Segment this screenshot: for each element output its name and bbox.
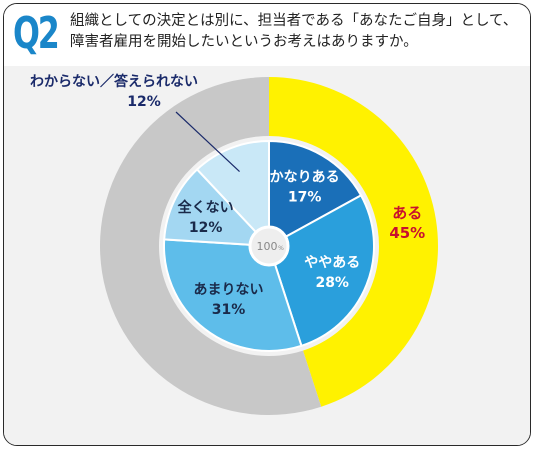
value-wakaranai: 12% — [127, 94, 161, 110]
label-mattaku-nai: 全くない — [177, 199, 234, 216]
label-wakaranai: わからない／答えられない — [30, 73, 198, 90]
chart-area: 100% かなりある 17% ややある 28% あまりない 31% 全くない 12% ある 45% わ… — [4, 66, 530, 445]
outer-slice-aru — [269, 77, 438, 407]
label-yaya-aru: ややある — [304, 255, 360, 271]
question-header: Q2 組織としての決定とは別に、担当者である「あなたご自身」として、 障害者雇用… — [4, 4, 530, 66]
outer-slice-other — [99, 77, 322, 415]
center-hub — [248, 225, 290, 267]
value-yaya-aru: 28% — [315, 275, 349, 291]
value-aru: 45% — [389, 224, 425, 242]
callout-leader-line — [175, 111, 240, 173]
question-number: Q2 — [13, 8, 60, 59]
question-line-2: 障害者雇用を開始したいというお考えはありますか。 — [70, 34, 418, 50]
value-amari-nai: 31% — [212, 302, 246, 318]
value-mattaku-nai: 12% — [189, 220, 223, 236]
center-total-label: 100 — [257, 240, 278, 253]
label-kanari-aru: かなりある — [270, 170, 340, 186]
label-aru: ある — [392, 204, 422, 222]
label-amari-nai: あまりない — [194, 282, 264, 298]
question-line-1: 組織としての決定とは別に、担当者である「あなたご自身」として、 — [70, 13, 518, 29]
donut-chart: 100 % かなりある 17% ややある 28% あまりない 31% 全くない 12% ある 45% わ… — [30, 73, 438, 415]
question-text: 組織としての決定とは別に、担当者である「あなたご自身」として、 障害者雇用を開始… — [70, 11, 522, 53]
center-total-unit: % — [278, 245, 284, 252]
chart-panel: Q2 組織としての決定とは別に、担当者である「あなたご自身」として、 障害者雇用… — [3, 3, 531, 446]
value-kanari-aru: 17% — [288, 190, 322, 206]
